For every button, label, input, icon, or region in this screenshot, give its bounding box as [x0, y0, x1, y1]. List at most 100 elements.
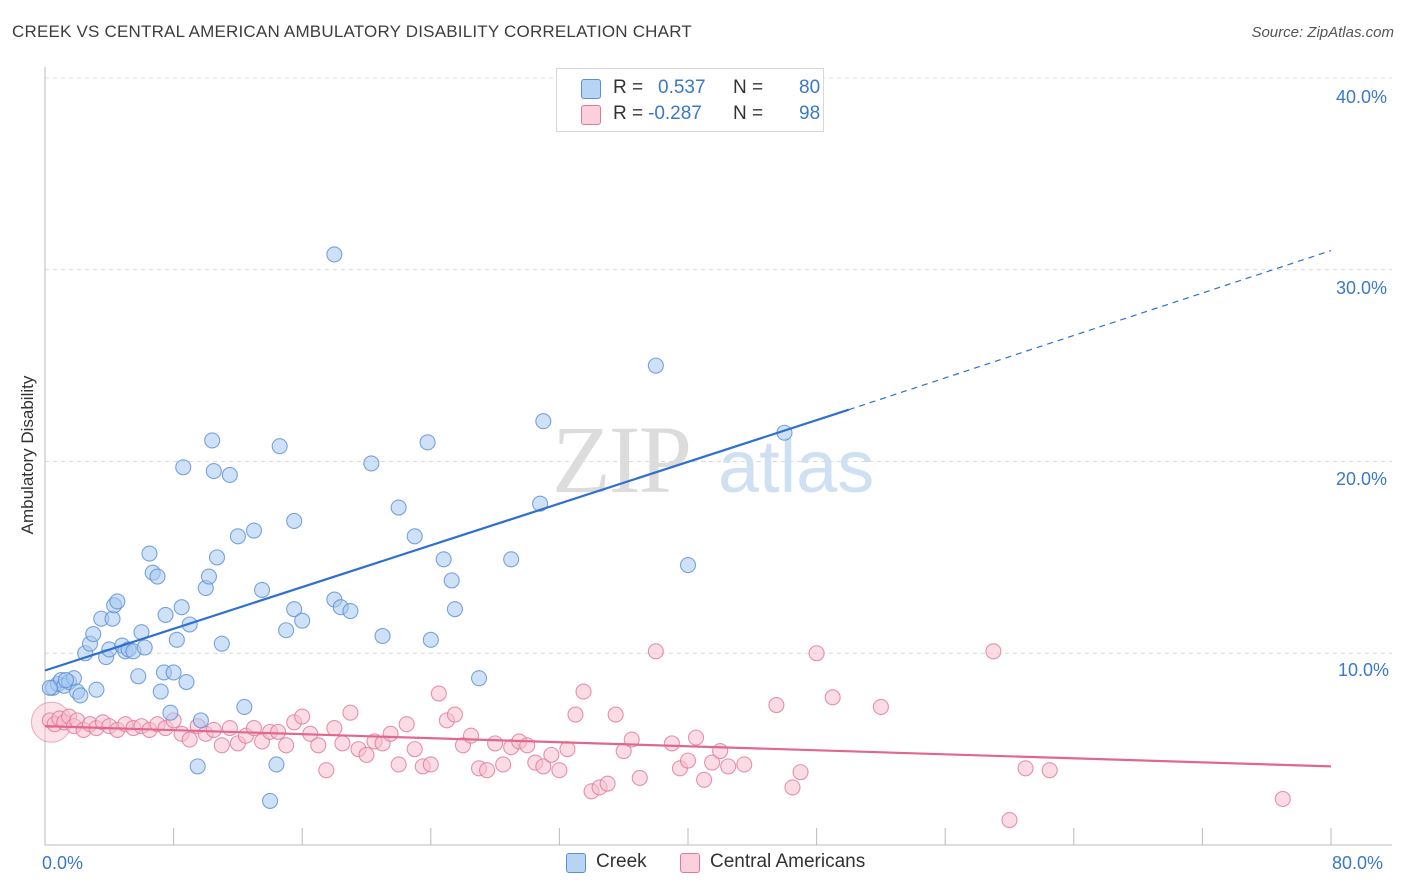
data-point: [532, 495, 549, 512]
data-point: [136, 639, 153, 656]
data-point: [1017, 760, 1034, 777]
data-point: [631, 769, 648, 786]
data-point: [85, 626, 102, 643]
data-point: [551, 762, 568, 779]
data-point: [221, 466, 238, 483]
legend-r-label: R =: [613, 103, 644, 124]
data-point: [205, 463, 222, 480]
data-point: [647, 357, 664, 374]
data-point: [443, 572, 460, 589]
data-point: [200, 568, 218, 585]
bottom-legend-label-creek: Creek: [596, 851, 647, 872]
data-point: [162, 704, 179, 721]
data-point: [204, 432, 221, 449]
data-point: [175, 459, 192, 476]
data-point: [406, 528, 423, 545]
data-point: [575, 683, 592, 700]
legend-n-value: 98: [799, 103, 821, 124]
data-point: [294, 708, 311, 725]
data-point: [236, 698, 253, 715]
data-point: [647, 643, 664, 660]
data-point: [294, 612, 311, 629]
data-point: [168, 631, 185, 648]
data-point: [221, 719, 238, 737]
data-point: [495, 756, 512, 773]
data-point: [213, 737, 230, 754]
legend-swatch-creek: [581, 79, 601, 99]
data-point: [342, 603, 359, 620]
data-point: [712, 742, 729, 760]
creek-trend-extension: [848, 250, 1332, 411]
source-label: Source: ZipAtlas.com: [1251, 24, 1394, 41]
data-point: [696, 771, 713, 788]
bottom-legend-swatch-central-americans: [680, 853, 700, 873]
data-point: [178, 673, 195, 691]
data-point: [446, 601, 463, 618]
data-point: [390, 756, 407, 773]
data-point: [704, 754, 721, 771]
data-point: [271, 438, 288, 455]
data-point: [270, 723, 287, 740]
data-point: [720, 758, 737, 775]
data-point: [342, 704, 359, 721]
data-point: [310, 737, 327, 754]
bottom-legend-label-central-americans: Central Americans: [710, 851, 866, 872]
data-point: [205, 721, 222, 739]
data-point: [268, 756, 285, 773]
watermark-atlas: atlas: [718, 425, 874, 508]
data-point: [768, 696, 785, 714]
data-point: [535, 413, 552, 430]
data-point: [261, 792, 279, 809]
data-point: [326, 246, 343, 263]
y-tick-label: 30.0%: [1336, 278, 1388, 298]
data-point: [435, 551, 452, 568]
data-point: [173, 599, 190, 616]
creek-points: [41, 246, 793, 809]
y-tick-label: 10.0%: [1338, 660, 1390, 680]
legend-r-label: R =: [613, 77, 644, 98]
data-point: [149, 568, 166, 585]
data-point: [192, 712, 209, 729]
data-point: [422, 756, 439, 773]
data-point: [390, 499, 407, 516]
data-point: [181, 731, 198, 748]
watermark-zip: ZIP: [552, 406, 690, 513]
data-point: [286, 512, 303, 529]
data-point: [462, 727, 480, 744]
data-point: [358, 746, 375, 763]
data-point: [88, 681, 105, 698]
legend: R = 0.537 N = 80 R = -0.287 N = 98: [556, 68, 824, 132]
chart-title: CREEK VS CENTRAL AMERICAN AMBULATORY DIS…: [12, 22, 692, 41]
y-tick-label: 40.0%: [1336, 87, 1388, 107]
watermark: ZIP atlas: [552, 406, 874, 513]
data-point: [487, 735, 504, 752]
data-point: [599, 775, 616, 792]
data-point: [104, 610, 121, 627]
data-point: [503, 551, 520, 568]
data-point: [1274, 790, 1291, 808]
legend-r-value: 0.537: [658, 77, 706, 98]
data-point: [687, 729, 705, 746]
data-point: [679, 556, 697, 574]
bottom-legend-swatch-creek: [566, 853, 586, 873]
data-point: [318, 762, 335, 779]
data-point: [535, 758, 552, 775]
data-point: [430, 685, 447, 702]
data-point: [245, 522, 263, 539]
data-point: [363, 455, 380, 472]
data-point: [543, 746, 560, 763]
data-point: [57, 672, 74, 689]
data-point: [382, 725, 399, 742]
data-point: [419, 434, 436, 451]
data-point: [229, 528, 246, 545]
data-point: [208, 549, 226, 566]
creek-trend-line: [44, 408, 850, 672]
data-point: [253, 581, 271, 599]
data-point: [189, 758, 206, 775]
data-point: [567, 706, 584, 723]
data-point: [157, 606, 174, 623]
data-point: [398, 716, 415, 733]
data-point: [109, 593, 126, 610]
data-point: [334, 735, 351, 752]
